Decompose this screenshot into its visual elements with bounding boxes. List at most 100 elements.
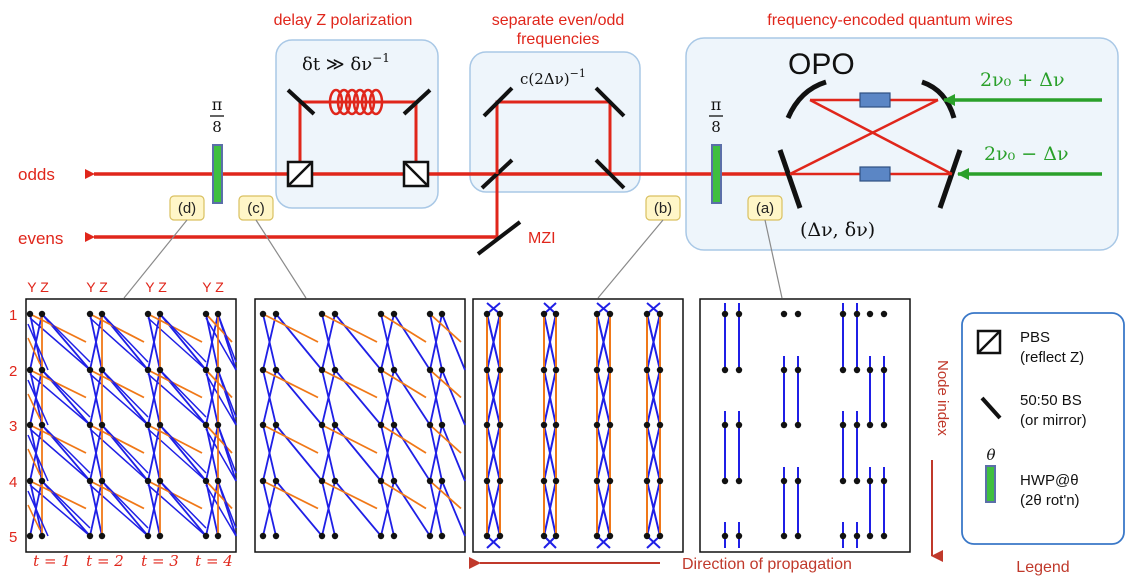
- graph-edge: [205, 484, 237, 537]
- mzi-delay-label: c(2Δν)−1: [520, 67, 586, 88]
- graph-edge: [29, 424, 87, 454]
- graph-edge: [380, 369, 427, 399]
- node-dot: [606, 421, 614, 429]
- node-dot: [98, 421, 106, 429]
- node-dot: [390, 532, 398, 540]
- graph-edge: [147, 480, 203, 510]
- node-dot: [794, 477, 802, 485]
- graph-edge: [147, 428, 207, 482]
- svg-text:(d): (d): [178, 200, 196, 217]
- node-dot: [259, 366, 267, 374]
- node-dot: [496, 532, 504, 540]
- mzi-mirror-tr: [594, 86, 626, 118]
- yz-label-1: Y Z: [27, 279, 49, 295]
- node-dot: [656, 532, 664, 540]
- node-dot: [540, 421, 548, 429]
- node-label-4: 4: [9, 474, 17, 491]
- graph-edge: [41, 480, 91, 529]
- node-dot: [86, 310, 94, 318]
- graph-edge: [596, 480, 611, 537]
- graph-edge: [89, 369, 103, 426]
- graph-edge: [205, 480, 233, 510]
- graph-edge: [380, 424, 395, 482]
- mzi-mirror-tl: [482, 86, 514, 118]
- graph-edge: [321, 424, 378, 454]
- legend-title: Legend: [1016, 559, 1069, 576]
- node-dot: [866, 532, 874, 540]
- node-dot: [880, 532, 888, 540]
- graph-edge: [27, 448, 41, 476]
- graph-edge: [321, 424, 336, 482]
- graph-edge: [596, 313, 611, 371]
- hwp-right-den: 8: [711, 118, 721, 136]
- node-dot: [656, 310, 664, 318]
- node-dot: [780, 310, 788, 318]
- node-dot: [839, 366, 847, 374]
- node-dot: [540, 532, 548, 540]
- node-dot: [202, 421, 210, 429]
- time-label-2: t = 2: [86, 552, 124, 570]
- node-dot: [426, 366, 434, 374]
- graph-edge: [147, 480, 161, 537]
- node-dot: [496, 477, 504, 485]
- mzi-path: [495, 100, 612, 174]
- node-dot: [606, 366, 614, 374]
- node-dot: [880, 477, 888, 485]
- node-dot: [38, 477, 46, 485]
- graph-edge: [543, 313, 557, 371]
- node-dot: [839, 477, 847, 485]
- node-dot: [866, 421, 874, 429]
- leader-lines: [123, 219, 783, 299]
- graph-edge: [159, 369, 207, 418]
- graph-edge: [205, 424, 219, 482]
- graph-edge: [217, 480, 237, 529]
- legend-bs-label: 50:50 BS: [1020, 392, 1082, 409]
- node-dot: [144, 421, 152, 429]
- graph-edge: [441, 369, 466, 426]
- node-dot: [377, 421, 385, 429]
- graph-edge: [205, 313, 219, 371]
- graph-edge: [262, 480, 277, 537]
- node-dot: [496, 366, 504, 374]
- graph-edge: [27, 490, 49, 537]
- node-dot: [318, 421, 326, 429]
- node-dot: [86, 366, 94, 374]
- graph-edge: [89, 317, 149, 371]
- badge-b: (b): [645, 195, 681, 221]
- graph-edge: [89, 480, 103, 537]
- node-dot: [98, 310, 106, 318]
- graph-edge: [217, 369, 237, 418]
- node-dot: [839, 532, 847, 540]
- node-index-label: Node index: [934, 360, 951, 436]
- node-dot: [144, 477, 152, 485]
- node-dot: [880, 310, 888, 318]
- node-dot: [259, 421, 267, 429]
- node-dot: [593, 421, 601, 429]
- graph-edge: [205, 313, 233, 343]
- section-title-delay: delay Z polarization: [274, 12, 413, 29]
- node-dot: [86, 532, 94, 540]
- node-dot: [331, 421, 339, 429]
- node-label-5: 5: [9, 529, 17, 546]
- node-dot: [780, 421, 788, 429]
- node-dot: [331, 310, 339, 318]
- node-dot: [38, 310, 46, 318]
- graph-edge: [380, 369, 395, 426]
- node-dot: [156, 477, 164, 485]
- graph-edge: [205, 424, 233, 454]
- graph-edge: [89, 424, 145, 454]
- graph-edge: [89, 313, 145, 343]
- hwp-right-icon: [711, 144, 722, 204]
- panel-frame: [254, 298, 466, 553]
- graph-edge: [321, 480, 378, 510]
- node-dot: [144, 532, 152, 540]
- graph-edge: [543, 480, 557, 537]
- mzi-label: MZI: [528, 230, 556, 247]
- graph-edge: [543, 424, 557, 482]
- graph-edge: [147, 313, 161, 371]
- graph-edge: [441, 424, 466, 482]
- graph-edge: [89, 480, 145, 510]
- legend-hwp-desc: (2θ rot'n): [1020, 492, 1080, 509]
- panel-a: [699, 298, 911, 553]
- graph-edge: [646, 313, 661, 371]
